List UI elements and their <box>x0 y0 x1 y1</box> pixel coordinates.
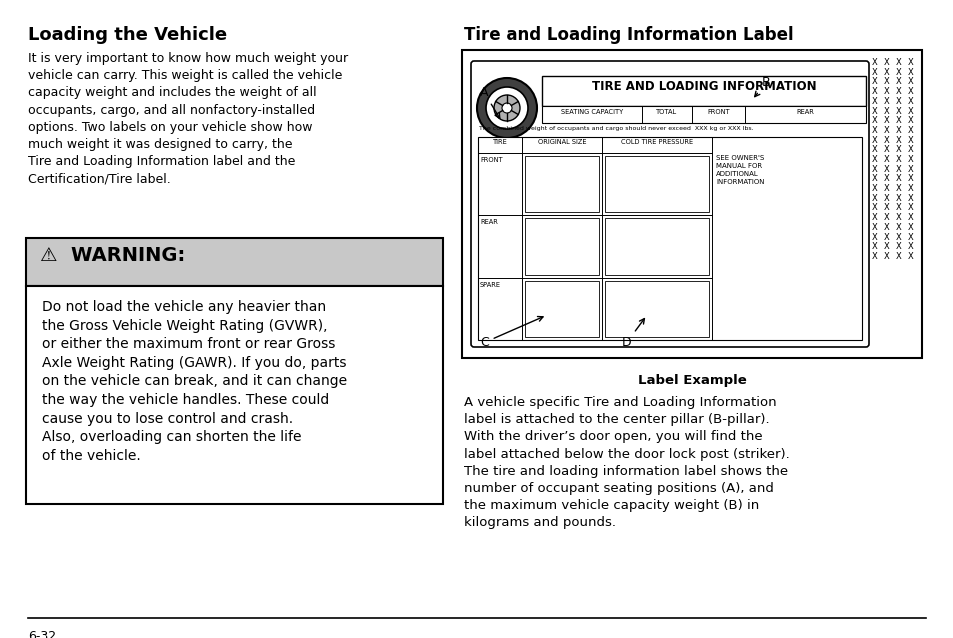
Text: ORIGINAL SIZE: ORIGINAL SIZE <box>537 139 586 145</box>
Circle shape <box>501 103 512 113</box>
Text: C: C <box>479 316 542 349</box>
Text: SEE OWNER'S
MANUAL FOR
ADDITIONAL
INFORMATION: SEE OWNER'S MANUAL FOR ADDITIONAL INFORM… <box>716 155 763 185</box>
Circle shape <box>476 78 537 138</box>
Bar <box>524 218 598 275</box>
Text: 6-32: 6-32 <box>28 630 56 638</box>
Text: TIRE: TIRE <box>492 139 507 145</box>
Bar <box>524 281 598 337</box>
Text: X
X
X
X
X
X
X
X
X
X
X
X
X
X
X
X
X
X
X
X
X: X X X X X X X X X X X X X X X X X X X X … <box>883 58 889 261</box>
Text: FRONT: FRONT <box>479 157 502 163</box>
Text: FRONT: FRONT <box>706 109 729 115</box>
Text: The combined weight of occupants and cargo should never exceed  XXX kg or XXX lb: The combined weight of occupants and car… <box>478 126 753 131</box>
Text: D: D <box>621 318 644 349</box>
Bar <box>604 156 708 212</box>
Text: Do not load the vehicle any heavier than
the Gross Vehicle Weight Rating (GVWR),: Do not load the vehicle any heavier than… <box>42 300 347 463</box>
Bar <box>26 238 442 286</box>
Text: A vehicle specific Tire and Loading Information
label is attached to the center : A vehicle specific Tire and Loading Info… <box>463 396 789 530</box>
Text: REAR: REAR <box>796 109 814 115</box>
Bar <box>604 218 708 275</box>
Text: Loading the Vehicle: Loading the Vehicle <box>28 26 227 44</box>
Text: Tire and Loading Information Label: Tire and Loading Information Label <box>463 26 793 44</box>
Text: X
X
X
X
X
X
X
X
X
X
X
X
X
X
X
X
X
X
X
X
X: X X X X X X X X X X X X X X X X X X X X … <box>871 58 877 261</box>
Bar <box>604 281 708 337</box>
Circle shape <box>485 87 527 129</box>
Bar <box>541 106 865 123</box>
Text: TIRE AND LOADING INFORMATION: TIRE AND LOADING INFORMATION <box>591 80 816 93</box>
Text: SPARE: SPARE <box>479 281 500 288</box>
Bar <box>541 76 865 106</box>
Text: ⚠  WARNING:: ⚠ WARNING: <box>40 246 185 265</box>
Text: Label Example: Label Example <box>637 374 745 387</box>
Text: A: A <box>479 86 499 118</box>
Text: It is very important to know how much weight your
vehicle can carry. This weight: It is very important to know how much we… <box>28 52 348 186</box>
Text: REAR: REAR <box>479 219 497 225</box>
Text: X
X
X
X
X
X
X
X
X
X
X
X
X
X
X
X
X
X
X
X
X: X X X X X X X X X X X X X X X X X X X X … <box>895 58 901 261</box>
Bar <box>524 156 598 212</box>
Bar <box>26 286 442 504</box>
Bar <box>461 50 921 358</box>
Bar <box>477 137 862 340</box>
Circle shape <box>494 95 519 121</box>
Text: X
X
X
X
X
X
X
X
X
X
X
X
X
X
X
X
X
X
X
X
X: X X X X X X X X X X X X X X X X X X X X … <box>907 58 913 261</box>
Text: B: B <box>754 76 770 96</box>
Text: TOTAL: TOTAL <box>656 109 677 115</box>
FancyBboxPatch shape <box>471 61 868 347</box>
Text: SEATING CAPACITY: SEATING CAPACITY <box>560 109 622 115</box>
Text: COLD TIRE PRESSURE: COLD TIRE PRESSURE <box>620 139 692 145</box>
